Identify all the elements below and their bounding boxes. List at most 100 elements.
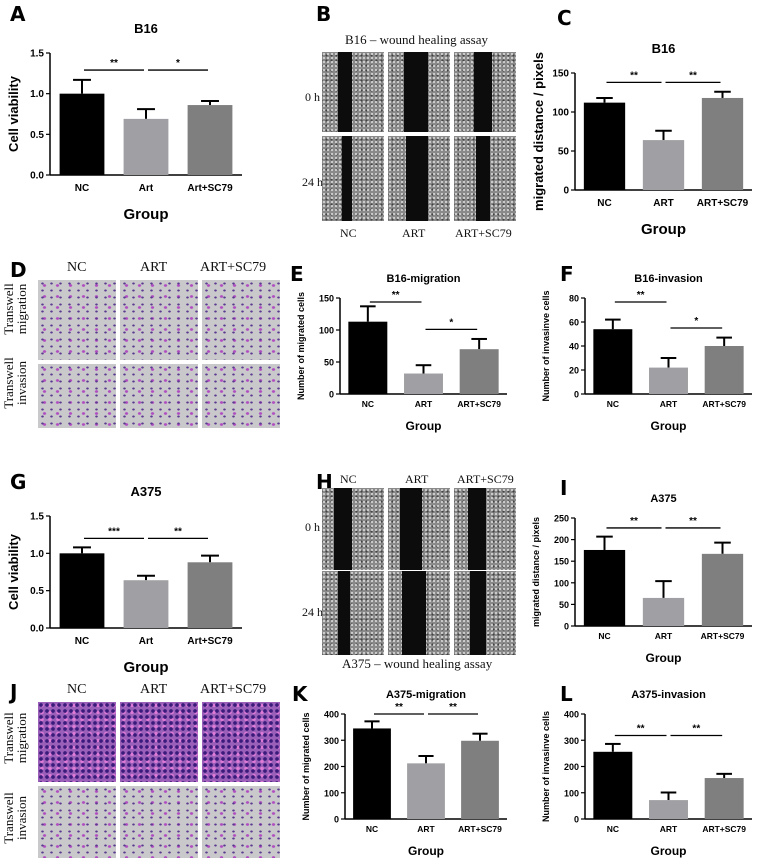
- y-tick-label: 200: [554, 535, 569, 545]
- bar: [461, 740, 499, 819]
- col-label: ART+SC79: [457, 472, 514, 486]
- panel-label-b: B: [316, 2, 332, 26]
- micrograph: [38, 280, 116, 360]
- chart-title: B16-invasion: [634, 273, 703, 285]
- chart-a-b16-viability: B16 Cell viability Group 0.0 0.5 1.0 1.5 NC Art A…: [0, 15, 250, 225]
- transwell-b16: NC ART ART+SC79 Transwell migration Tran…: [0, 258, 285, 433]
- x-axis-label: Group: [651, 419, 687, 433]
- chart-title: B16-migration: [387, 273, 461, 285]
- bar: [407, 763, 445, 819]
- y-axis-label: Cell viability: [6, 75, 21, 152]
- micrograph: [322, 136, 384, 221]
- bar: [404, 373, 443, 394]
- significance-label: *: [449, 317, 453, 328]
- chart-title: A375: [650, 493, 676, 505]
- bar: [649, 800, 688, 819]
- x-axis-label: Group: [408, 844, 444, 858]
- micrograph: [388, 136, 450, 221]
- significance-label: **: [692, 724, 700, 735]
- panel-label-l: L: [560, 682, 573, 706]
- x-tick-label: Art: [139, 183, 154, 194]
- significance-label: **: [637, 724, 645, 735]
- y-tick-label: 150: [552, 69, 569, 80]
- y-tick-label: 300: [324, 736, 339, 746]
- y-axis-label: Number of migrated cells: [301, 712, 311, 820]
- y-tick-label: 1.5: [30, 512, 44, 523]
- chart-title: B16: [652, 41, 676, 56]
- col-label: ART: [402, 226, 426, 240]
- wound-title: A375 – wound healing assay: [342, 656, 493, 671]
- panel-label-j: J: [10, 680, 18, 704]
- wound-title: B16 – wound healing assay: [345, 32, 488, 47]
- col-label: ART+SC79: [455, 226, 512, 240]
- y-tick-label: 200: [564, 762, 579, 772]
- x-tick-label: ART+SC79: [702, 399, 746, 409]
- bar: [704, 778, 744, 819]
- bar: [642, 597, 685, 626]
- panel-label-e: E: [290, 262, 304, 286]
- x-tick-label: ART+SC79: [458, 824, 502, 834]
- bar: [704, 346, 744, 394]
- bar: [593, 751, 633, 819]
- wound-healing-b16: B16 – wound healing assay 0 h 24 h NC AR…: [300, 30, 520, 240]
- y-tick-label: 150: [554, 557, 569, 567]
- y-tick-label: 0: [574, 390, 579, 400]
- x-tick-label: ART: [415, 399, 433, 409]
- micrograph: [322, 52, 384, 132]
- x-tick-label: ART: [655, 631, 673, 641]
- micrograph: [120, 280, 198, 360]
- y-axis-label: migrated distance / pixels: [531, 517, 541, 627]
- y-axis-label: Number of invasinve cells: [541, 290, 551, 401]
- chart-l-a375-invasion: A375-invasion Number of invasinve cells Gr…: [535, 684, 760, 861]
- micrograph: [38, 702, 116, 782]
- x-axis-label: Group: [646, 651, 682, 665]
- row-label: Transwell invasion: [1, 357, 29, 409]
- significance-label: **: [392, 290, 400, 301]
- significance-label: **: [395, 702, 403, 713]
- row-label: 0 h: [305, 90, 320, 104]
- x-tick-label: NC: [607, 824, 619, 834]
- panel-label-a: A: [10, 2, 26, 26]
- bar: [187, 105, 233, 175]
- y-tick-label: 100: [564, 788, 579, 798]
- bar: [348, 321, 388, 394]
- col-label: ART: [140, 260, 168, 275]
- x-tick-label: ART: [417, 824, 435, 834]
- y-tick-label: 40: [569, 342, 579, 352]
- y-tick-label: 20: [569, 366, 579, 376]
- significance-label: **: [689, 70, 697, 81]
- bar: [187, 562, 233, 628]
- significance-label: **: [449, 702, 457, 713]
- micrograph: [388, 52, 450, 132]
- micrograph: [38, 364, 116, 428]
- x-tick-label: Art+SC79: [187, 183, 233, 194]
- col-label: ART+SC79: [200, 682, 267, 697]
- micrograph: [454, 136, 516, 221]
- x-tick-label: NC: [607, 399, 619, 409]
- y-tick-label: 400: [324, 710, 339, 720]
- x-axis-label: Group: [641, 221, 686, 238]
- bar: [642, 140, 685, 190]
- x-tick-label: ART+SC79: [701, 631, 745, 641]
- y-tick-label: 60: [569, 318, 579, 328]
- x-tick-label: NC: [75, 183, 89, 194]
- bar: [583, 102, 626, 190]
- y-tick-label: 1.5: [30, 49, 44, 60]
- y-tick-label: 0: [563, 186, 569, 197]
- chart-i-a375-migrated-distance: A375 migrated distance / pixels Group 0 50 10…: [525, 488, 760, 668]
- bar: [701, 97, 744, 190]
- col-label: NC: [340, 472, 357, 486]
- micrograph: [202, 786, 280, 858]
- micrograph: [120, 786, 198, 858]
- col-label: NC: [340, 226, 357, 240]
- y-tick-label: 50: [324, 358, 334, 368]
- y-tick-label: 100: [554, 578, 569, 588]
- micrograph: [388, 571, 450, 655]
- micrograph: [202, 364, 280, 428]
- chart-k-a375-migration: A375-migration Number of migrated cells Gr…: [295, 684, 515, 861]
- micrograph: [322, 488, 384, 570]
- y-axis-label: Number of migrated cells: [296, 292, 306, 400]
- chart-svg: B16-invasion Number of invasinve cells Gro…: [541, 273, 752, 433]
- chart-svg: B16-migration Number of migrated cells Gro…: [296, 273, 507, 433]
- transwell-a375: NC ART ART+SC79 Transwell migration Tran…: [0, 680, 285, 861]
